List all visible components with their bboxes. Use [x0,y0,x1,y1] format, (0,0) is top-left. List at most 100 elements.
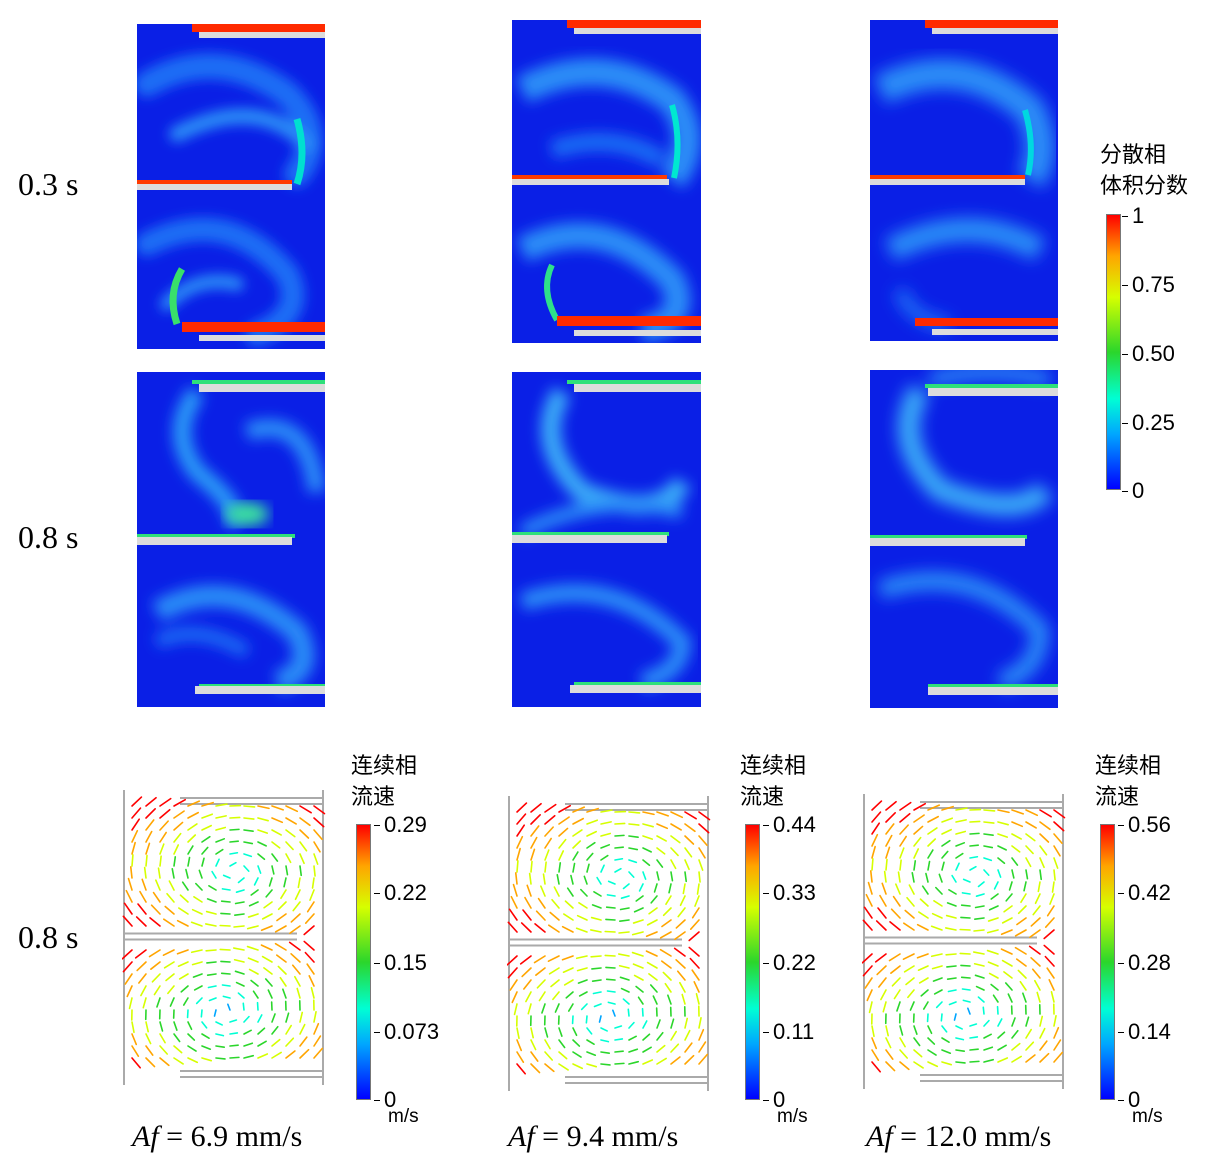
velocity-colorbar-tick: 0.28 [1118,950,1171,975]
velocity-vector [645,950,658,957]
velocity-vector [660,960,672,969]
velocity-vector [247,913,259,918]
velocity-vector [285,1024,292,1035]
velocity-vector [558,804,572,813]
velocity-vector [176,919,189,927]
velocity-vector [257,805,270,810]
velocity-vector [143,866,147,879]
velocity-vector [180,985,189,993]
velocity-vector [920,989,929,997]
velocity-colorbar-tick: 0.22 [374,880,427,905]
velocity-vector [927,849,934,859]
velocity-vector [973,962,985,967]
velocity-vector [145,842,151,855]
velocity-vector [257,1014,263,1023]
velocity-vector [190,921,203,927]
velocity-vector [679,895,686,907]
velocity-vector [530,860,533,873]
velocity-vector [941,839,951,847]
velocity-vector [606,990,616,993]
velocity-vector [527,1003,532,1015]
velocity-vector [649,984,658,993]
velocity-vector [983,821,995,824]
velocity-vector [200,1009,203,1018]
velocity-vector [547,955,560,963]
velocity-vector [590,916,602,921]
velocity-vector [205,949,217,952]
velocity-vector [243,853,253,858]
velocity-vector [313,1047,324,1059]
velocity-vector [219,924,231,927]
velocity-vector [899,847,905,859]
velocity-vector [575,955,588,960]
velocity-vector [974,974,985,979]
velocity-vector [572,1027,578,1037]
velocity-vector [997,1044,1007,1051]
velocity-vector [165,973,175,982]
velocity-vector [885,811,896,823]
velocity-vector [589,929,602,933]
velocity-vector [219,948,231,951]
velocity-vector [913,814,925,823]
velocity-vector [987,961,999,967]
velocity-vector [1025,809,1039,817]
velocity-panel-af-9-4 [507,796,712,1091]
velocity-vector [166,892,175,903]
velocity-vector [677,907,686,918]
velocity-vector [1005,893,1013,902]
velocity-vector [600,1039,610,1043]
velocity-vector [246,925,259,930]
velocity-vector [698,1028,705,1041]
velocity-vector [1011,1042,1021,1051]
velocity-vector [656,823,669,830]
velocity-vector [670,847,679,857]
velocity-vector [159,843,165,855]
velocity-vector [173,856,177,867]
velocity-colorbar-title-line1: 连续相 [351,754,418,779]
velocity-vector [927,804,941,811]
velocity-vector [252,990,259,999]
velocity-vector [136,961,147,972]
velocity-vector [163,961,175,969]
velocity-vector [522,909,532,921]
velocity-vector [642,1020,648,1029]
af-value: = 6.9 mm/s [158,1120,303,1153]
velocity-vector [215,1033,225,1037]
velocity-vector [1020,893,1027,904]
velocity-vector [530,1063,541,1074]
velocity-vector [304,913,315,924]
velocity-vector [198,869,203,879]
velocity-vector [530,802,542,813]
velocity-vector [247,957,259,963]
velocity-vector [650,895,658,904]
velocity-vector [899,835,907,847]
fraction-field [137,24,325,346]
velocity-vector [308,975,315,987]
velocity-vector [530,1027,535,1039]
velocity-vector [918,977,929,984]
velocity-vector [921,885,929,895]
af-symbol: Af [866,1120,893,1153]
fraction-colorbar-tick: 0.25 [1122,410,1175,435]
velocity-vector [294,889,301,901]
velocity-vector [145,854,148,867]
velocity-vector [698,811,711,821]
velocity-vector [1029,929,1041,939]
velocity-colorbar-title-line2: 流速 [740,785,785,810]
velocity-vector [220,900,231,903]
velocity-vector [299,817,311,827]
velocity-vector [927,827,938,835]
velocity-vector [544,1051,553,1061]
velocity-vector [927,815,940,823]
velocity-vector [990,893,999,900]
velocity-vector [586,1063,598,1068]
velocity-vector [257,1027,266,1035]
velocity-vector [614,867,622,873]
velocity-vector [201,1021,208,1029]
velocity-vector [173,1045,183,1054]
velocity-vector [684,823,696,833]
velocity-vector [279,976,287,987]
velocity-colorbar-tick: 0.56 [1118,812,1171,837]
velocity-vector [941,850,949,859]
velocity-vector [215,1057,226,1060]
